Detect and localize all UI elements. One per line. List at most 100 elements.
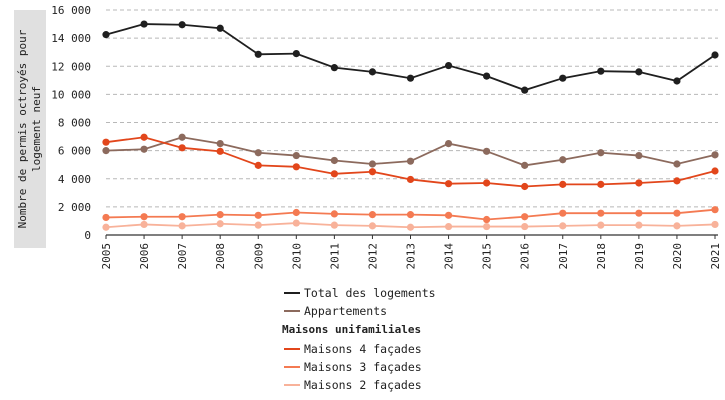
data-point[interactable] <box>521 182 529 191</box>
data-point[interactable] <box>597 221 605 229</box>
legend-item-appartements[interactable]: Appartements <box>282 302 436 320</box>
data-point[interactable] <box>597 149 605 157</box>
data-point[interactable] <box>521 86 529 94</box>
data-point[interactable] <box>559 180 567 188</box>
data-point[interactable] <box>140 213 148 221</box>
data-point[interactable] <box>597 180 605 188</box>
data-point[interactable] <box>521 161 529 169</box>
data-point[interactable] <box>330 170 338 178</box>
data-point[interactable] <box>254 161 262 169</box>
legend: Total des logements Appartements Maisons… <box>282 284 436 394</box>
data-point[interactable] <box>216 220 224 228</box>
data-point[interactable] <box>444 139 453 148</box>
data-point[interactable] <box>406 223 415 231</box>
data-point[interactable] <box>330 221 338 229</box>
data-point[interactable] <box>711 51 719 59</box>
data-point[interactable] <box>483 222 491 231</box>
x-tick-label: 2016 <box>519 243 532 270</box>
data-point[interactable] <box>406 74 415 82</box>
legend-item-total[interactable]: Total des logements <box>282 284 436 302</box>
data-point[interactable] <box>635 221 643 229</box>
data-point[interactable] <box>254 211 262 219</box>
legend-label-total: Total des logements <box>304 286 436 300</box>
data-point[interactable] <box>216 211 224 219</box>
data-point[interactable] <box>102 147 110 155</box>
data-point[interactable] <box>597 209 605 217</box>
data-point[interactable] <box>559 156 567 164</box>
data-point[interactable] <box>635 151 643 160</box>
legend-item-maisons-3[interactable]: Maisons 3 façades <box>282 358 436 376</box>
legend-item-maisons-4[interactable]: Maisons 4 façades <box>282 340 436 358</box>
data-point[interactable] <box>178 21 186 29</box>
data-point[interactable] <box>102 213 110 222</box>
data-point[interactable] <box>292 219 300 227</box>
data-point[interactable] <box>292 208 300 217</box>
data-point[interactable] <box>444 222 453 231</box>
series-2 <box>102 133 719 191</box>
data-point[interactable] <box>140 145 148 153</box>
data-point[interactable] <box>483 72 491 80</box>
data-point[interactable] <box>444 180 453 188</box>
legend-swatch-total <box>284 292 300 294</box>
data-point[interactable] <box>673 209 681 217</box>
y-tick-label: 16 000 <box>51 4 91 17</box>
data-point[interactable] <box>178 144 186 152</box>
data-point[interactable] <box>330 156 338 165</box>
data-point[interactable] <box>711 151 719 159</box>
legend-label-maisons-3: Maisons 3 façades <box>304 360 422 374</box>
data-point[interactable] <box>483 147 491 155</box>
data-point[interactable] <box>254 221 262 229</box>
data-point[interactable] <box>368 168 377 176</box>
data-point[interactable] <box>559 222 567 230</box>
data-point[interactable] <box>444 211 453 219</box>
data-point[interactable] <box>178 222 186 230</box>
data-point[interactable] <box>635 209 643 217</box>
data-point[interactable] <box>368 160 377 168</box>
data-point[interactable] <box>368 222 377 230</box>
data-point[interactable] <box>330 64 338 72</box>
data-point[interactable] <box>559 74 567 82</box>
data-point[interactable] <box>673 177 681 185</box>
data-point[interactable] <box>178 133 186 141</box>
data-point[interactable] <box>254 149 262 157</box>
data-point[interactable] <box>521 222 529 231</box>
data-point[interactable] <box>711 167 719 175</box>
data-point[interactable] <box>711 220 719 229</box>
series-4 <box>102 219 719 231</box>
data-point[interactable] <box>102 223 110 231</box>
data-point[interactable] <box>330 210 338 218</box>
data-point[interactable] <box>368 68 377 76</box>
data-point[interactable] <box>597 67 605 75</box>
data-point[interactable] <box>216 147 224 155</box>
data-point[interactable] <box>673 77 681 85</box>
data-point[interactable] <box>406 211 415 219</box>
data-point[interactable] <box>292 49 300 58</box>
data-point[interactable] <box>711 206 719 214</box>
data-point[interactable] <box>635 179 643 187</box>
data-point[interactable] <box>178 213 186 221</box>
data-point[interactable] <box>140 220 148 229</box>
data-point[interactable] <box>444 61 453 70</box>
data-point[interactable] <box>254 50 262 58</box>
data-point[interactable] <box>406 157 415 165</box>
data-point[interactable] <box>559 209 567 217</box>
y-axis-label-box <box>14 10 46 248</box>
data-point[interactable] <box>140 20 148 28</box>
data-point[interactable] <box>216 139 224 148</box>
data-point[interactable] <box>368 211 377 219</box>
data-point[interactable] <box>483 179 491 187</box>
data-point[interactable] <box>140 133 148 141</box>
data-point[interactable] <box>292 163 300 171</box>
data-point[interactable] <box>521 213 529 221</box>
data-point[interactable] <box>483 215 491 224</box>
data-point[interactable] <box>406 175 415 184</box>
data-point[interactable] <box>292 151 300 160</box>
x-tick-label: 2019 <box>633 243 646 270</box>
data-point[interactable] <box>216 24 224 32</box>
data-point[interactable] <box>102 138 110 146</box>
data-point[interactable] <box>102 31 110 39</box>
legend-item-maisons-2[interactable]: Maisons 2 façades <box>282 376 436 394</box>
data-point[interactable] <box>673 222 681 230</box>
data-point[interactable] <box>673 160 681 168</box>
data-point[interactable] <box>635 68 643 76</box>
